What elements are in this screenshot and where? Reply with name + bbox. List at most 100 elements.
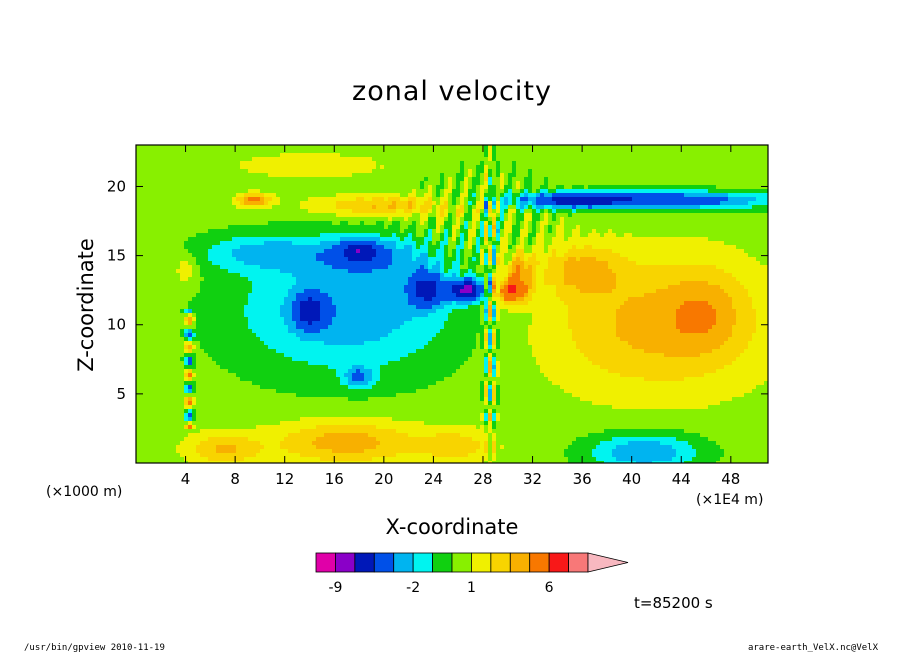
field-cell xyxy=(756,173,761,178)
field-cell xyxy=(420,269,425,274)
field-cell xyxy=(472,229,477,234)
field-cell xyxy=(512,185,517,190)
field-cell xyxy=(556,169,561,174)
field-cell xyxy=(272,257,277,262)
field-cell xyxy=(224,189,229,194)
field-cell xyxy=(636,169,641,174)
field-cell xyxy=(664,201,669,206)
field-cell xyxy=(760,249,765,254)
field-cell xyxy=(220,245,225,250)
field-cell xyxy=(284,221,289,226)
field-cell xyxy=(496,153,501,158)
field-cell xyxy=(184,257,189,262)
field-cell xyxy=(600,169,605,174)
field-cell xyxy=(280,205,285,210)
field-cell xyxy=(748,169,753,174)
field-cell xyxy=(760,261,765,266)
field-cell xyxy=(252,261,257,266)
field-cell xyxy=(300,157,305,162)
field-cell xyxy=(656,229,661,234)
field-cell xyxy=(612,169,617,174)
field-cell xyxy=(624,173,629,178)
field-cell xyxy=(756,265,761,270)
field-cell xyxy=(392,169,397,174)
field-cell xyxy=(400,269,405,274)
field-cell xyxy=(288,209,293,214)
field-cell xyxy=(720,145,725,150)
field-cell xyxy=(488,193,493,198)
field-cell xyxy=(268,165,273,170)
field-cell xyxy=(472,177,477,182)
field-cell xyxy=(252,221,257,226)
field-cell xyxy=(160,245,165,250)
field-cell xyxy=(628,201,633,206)
field-cell xyxy=(576,245,581,250)
field-cell xyxy=(680,209,685,214)
field-cell xyxy=(256,205,261,210)
field-cell xyxy=(204,221,209,226)
field-cell xyxy=(136,269,141,274)
field-cell xyxy=(140,145,145,150)
field-cell xyxy=(508,173,513,178)
field-cell xyxy=(156,245,161,250)
field-cell xyxy=(236,213,241,218)
field-cell xyxy=(692,233,697,238)
field-cell xyxy=(560,205,565,210)
field-cell xyxy=(564,201,569,206)
field-cell xyxy=(276,245,281,250)
field-cell xyxy=(576,149,581,154)
field-cell xyxy=(612,257,617,262)
field-cell xyxy=(260,205,265,210)
field-cell xyxy=(356,165,361,170)
field-cell xyxy=(568,145,573,150)
field-cell xyxy=(200,145,205,150)
field-cell xyxy=(396,201,401,206)
field-cell xyxy=(336,261,341,266)
field-cell xyxy=(624,153,629,158)
field-cell xyxy=(312,245,317,250)
field-cell xyxy=(424,149,429,154)
field-cell xyxy=(580,213,585,218)
field-cell xyxy=(240,257,245,262)
field-cell xyxy=(644,201,649,206)
field-cell xyxy=(424,217,429,222)
field-cell xyxy=(584,201,589,206)
field-cell xyxy=(328,205,333,210)
field-cell xyxy=(300,209,305,214)
field-cell xyxy=(544,237,549,242)
field-cell xyxy=(156,153,161,158)
field-cell xyxy=(528,145,533,150)
field-cell xyxy=(620,169,625,174)
field-cell xyxy=(280,161,285,166)
field-cell xyxy=(252,145,257,150)
field-cell xyxy=(140,213,145,218)
field-cell xyxy=(336,241,341,246)
field-cell xyxy=(388,169,393,174)
field-cell xyxy=(352,173,357,178)
field-cell xyxy=(672,169,677,174)
field-cell xyxy=(440,249,445,254)
field-cell xyxy=(588,145,593,150)
field-cell xyxy=(212,145,217,150)
field-cell xyxy=(188,245,193,250)
field-cell xyxy=(432,213,437,218)
field-cell xyxy=(484,269,489,274)
field-cell xyxy=(696,205,701,210)
field-cell xyxy=(620,229,625,234)
field-cell xyxy=(700,201,705,206)
field-cell xyxy=(412,249,417,254)
field-cell xyxy=(160,205,165,210)
field-cell xyxy=(552,225,557,230)
field-cell xyxy=(480,201,485,206)
field-cell xyxy=(204,145,209,150)
field-cell xyxy=(400,233,405,238)
field-cell xyxy=(688,185,693,190)
field-cell xyxy=(384,181,389,186)
field-cell xyxy=(384,225,389,230)
field-cell xyxy=(536,241,541,246)
field-cell xyxy=(296,165,301,170)
field-cell xyxy=(668,193,673,198)
field-cell xyxy=(628,217,633,222)
field-cell xyxy=(216,173,221,178)
field-cell xyxy=(340,169,345,174)
